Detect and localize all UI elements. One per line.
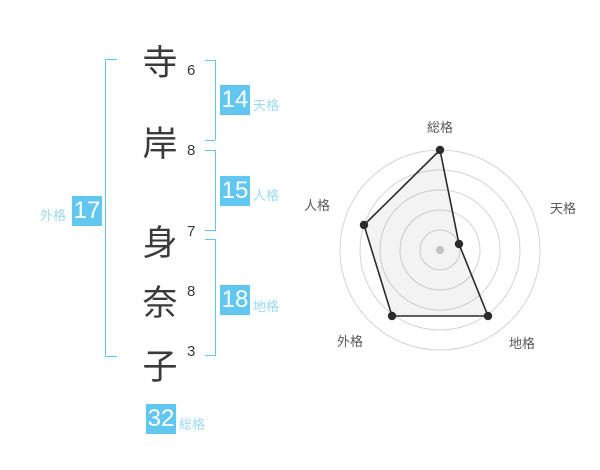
svg-text:総格: 総格 <box>427 120 453 135</box>
svg-text:地格: 地格 <box>509 336 535 351</box>
svg-text:人格: 人格 <box>304 198 330 213</box>
svg-text:外格: 外格 <box>337 334 363 349</box>
svg-text:天格: 天格 <box>550 201 576 216</box>
